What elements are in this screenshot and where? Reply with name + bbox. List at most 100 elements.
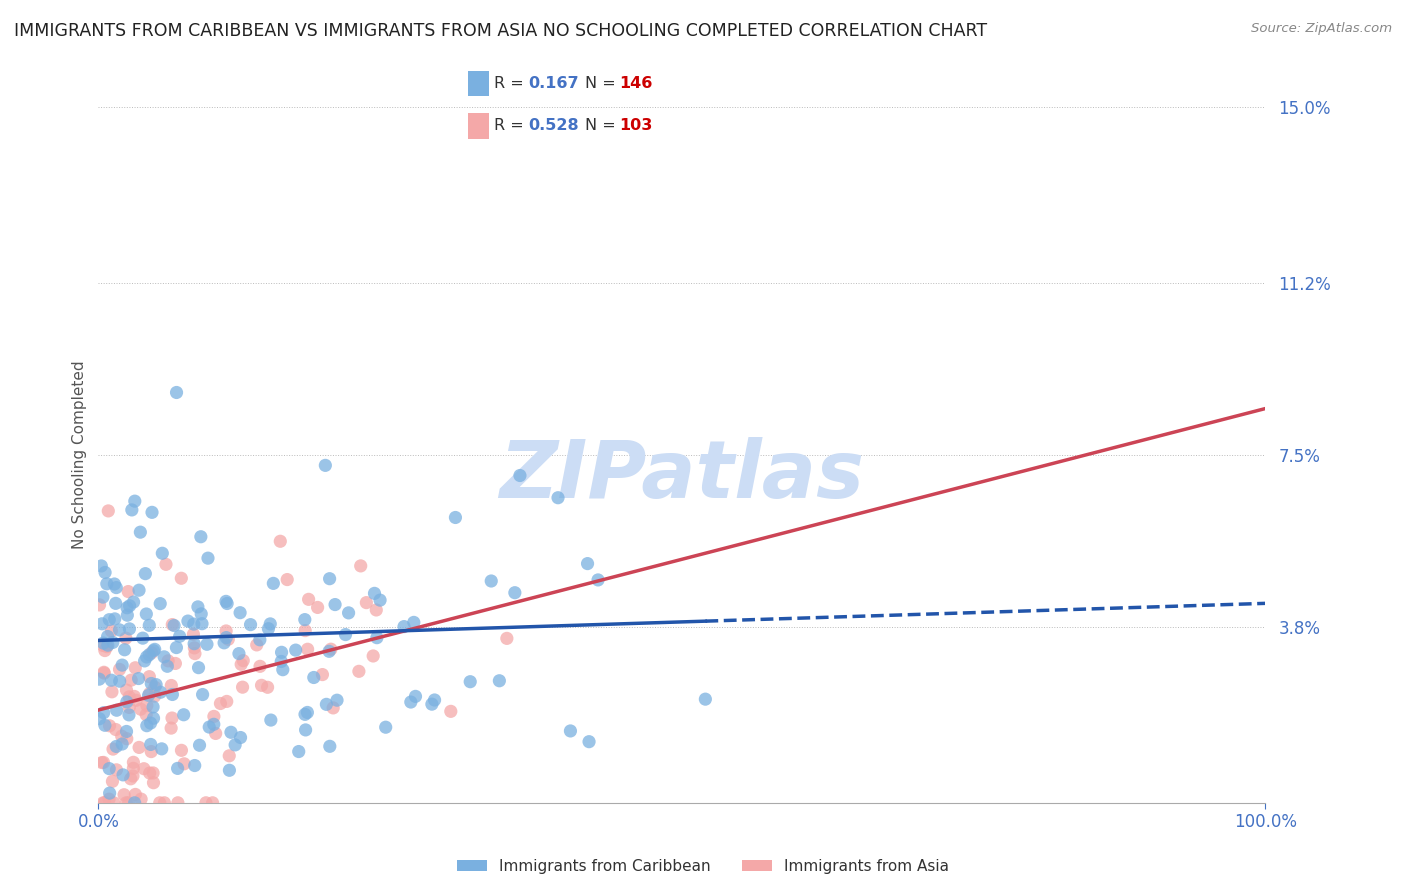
Point bbox=[190, 607, 212, 621]
Point bbox=[361, 648, 384, 663]
Point bbox=[156, 659, 179, 673]
Point bbox=[239, 617, 262, 632]
Point bbox=[294, 707, 316, 722]
Point bbox=[224, 738, 246, 752]
Point bbox=[363, 586, 385, 600]
Point bbox=[173, 756, 195, 771]
Point bbox=[184, 647, 207, 661]
Point bbox=[311, 667, 333, 681]
Point bbox=[112, 768, 135, 782]
Point bbox=[97, 504, 120, 518]
Point bbox=[100, 673, 122, 688]
Point bbox=[183, 640, 205, 655]
Point bbox=[547, 491, 569, 505]
Point bbox=[323, 598, 346, 612]
Point bbox=[115, 695, 138, 709]
Point bbox=[132, 631, 155, 645]
Point bbox=[115, 796, 138, 810]
Text: 0.528: 0.528 bbox=[529, 119, 579, 134]
Point bbox=[105, 763, 128, 777]
Point bbox=[118, 707, 141, 722]
Point bbox=[319, 739, 342, 754]
Point bbox=[118, 700, 141, 714]
Point bbox=[141, 646, 163, 660]
Point bbox=[302, 671, 325, 685]
Point bbox=[197, 551, 219, 566]
Point bbox=[138, 689, 160, 703]
Point bbox=[122, 761, 145, 775]
Point bbox=[129, 702, 152, 716]
Point bbox=[405, 690, 427, 704]
Point bbox=[134, 654, 156, 668]
Point bbox=[101, 774, 124, 789]
Point bbox=[135, 650, 157, 665]
Point bbox=[187, 599, 209, 614]
Text: Source: ZipAtlas.com: Source: ZipAtlas.com bbox=[1251, 22, 1392, 36]
Bar bbox=[468, 71, 489, 96]
Point bbox=[93, 796, 115, 810]
Point bbox=[586, 573, 609, 587]
Point bbox=[165, 657, 187, 671]
Point bbox=[114, 642, 136, 657]
Point bbox=[294, 723, 316, 737]
Point bbox=[98, 792, 121, 806]
Point bbox=[98, 613, 121, 627]
Point bbox=[128, 583, 150, 598]
Point bbox=[138, 648, 160, 662]
Text: R =: R = bbox=[494, 119, 529, 134]
Point bbox=[228, 647, 250, 661]
Point bbox=[94, 643, 117, 657]
Point bbox=[202, 709, 225, 723]
Point bbox=[108, 662, 131, 676]
Point bbox=[183, 617, 205, 632]
Point bbox=[270, 655, 292, 669]
Point bbox=[93, 665, 115, 680]
Point bbox=[149, 796, 172, 810]
Point bbox=[297, 642, 319, 657]
Point bbox=[105, 739, 128, 754]
Point bbox=[94, 718, 117, 732]
Point bbox=[101, 742, 124, 756]
Point bbox=[231, 657, 253, 672]
Point bbox=[160, 711, 183, 725]
Point bbox=[128, 740, 150, 755]
Point bbox=[135, 707, 157, 722]
Point bbox=[260, 713, 283, 727]
Point bbox=[139, 716, 162, 731]
Point bbox=[232, 680, 254, 694]
Point bbox=[142, 766, 165, 780]
Point bbox=[101, 635, 124, 649]
Point bbox=[138, 618, 160, 632]
Point bbox=[215, 594, 238, 608]
Point bbox=[257, 622, 280, 636]
Point bbox=[105, 703, 128, 717]
Point bbox=[89, 598, 111, 612]
Point bbox=[162, 688, 184, 702]
Point bbox=[269, 534, 291, 549]
Point bbox=[246, 638, 269, 652]
Point bbox=[356, 596, 378, 610]
Point bbox=[91, 796, 114, 810]
Point bbox=[97, 638, 120, 652]
Point bbox=[143, 642, 166, 657]
Point bbox=[138, 766, 160, 780]
Point bbox=[129, 525, 152, 540]
Point bbox=[170, 743, 193, 757]
Point bbox=[101, 685, 124, 699]
Point bbox=[560, 723, 582, 738]
Point bbox=[160, 721, 183, 735]
Point bbox=[250, 678, 273, 692]
Point bbox=[91, 590, 114, 604]
Point bbox=[135, 719, 157, 733]
Point bbox=[297, 706, 319, 720]
Point bbox=[163, 618, 186, 632]
Point bbox=[100, 624, 122, 638]
Point bbox=[479, 574, 502, 588]
Point bbox=[374, 720, 396, 734]
Point bbox=[141, 745, 163, 759]
Point bbox=[115, 724, 138, 739]
Point bbox=[155, 558, 177, 572]
Point bbox=[118, 599, 141, 613]
Point bbox=[90, 756, 112, 770]
Point bbox=[96, 640, 118, 654]
